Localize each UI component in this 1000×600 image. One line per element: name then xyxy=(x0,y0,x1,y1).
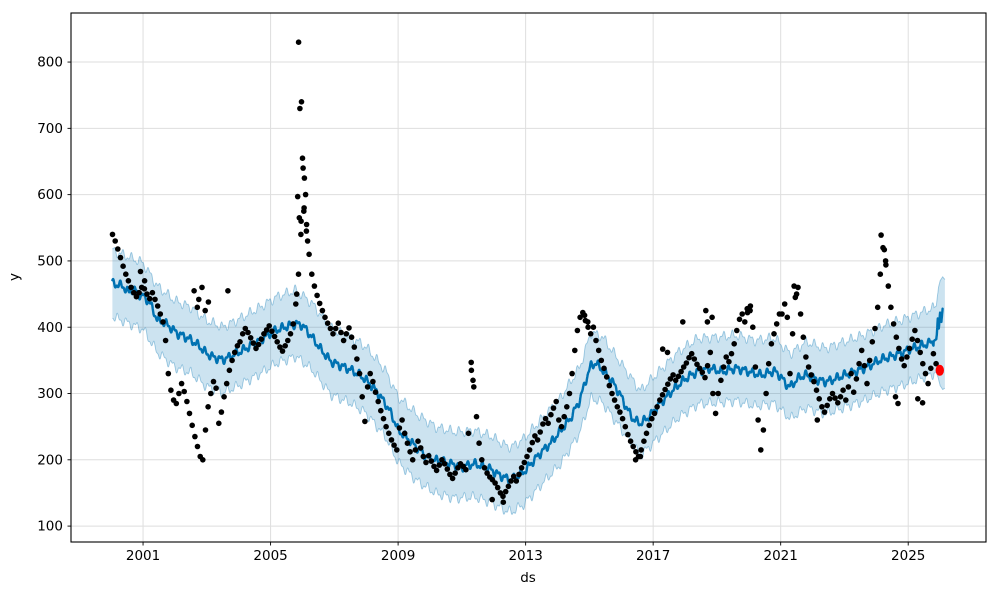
x-tick-labels: 2001 2005 2009 2013 2017 2021 2025 xyxy=(126,548,926,564)
tick-marks xyxy=(67,61,909,546)
observed-points xyxy=(109,39,942,506)
y-tick-label: 800 xyxy=(37,55,63,71)
x-tick-label: 2013 xyxy=(508,548,542,564)
y-tick-label: 700 xyxy=(37,121,63,137)
plot-frame xyxy=(70,12,987,543)
y-tick-label: 600 xyxy=(37,187,63,203)
x-tick-label: 2005 xyxy=(253,548,287,564)
y-tick-label: 200 xyxy=(37,452,63,468)
y-axis-label: y xyxy=(6,273,23,281)
y-tick-labels: 100 200 300 400 500 600 700 800 xyxy=(37,55,63,535)
x-axis-label: ds xyxy=(520,570,536,586)
x-tick-label: 2009 xyxy=(381,548,415,564)
uncertainty-band xyxy=(112,247,946,515)
y-tick-label: 400 xyxy=(37,320,63,336)
x-tick-label: 2017 xyxy=(636,548,670,564)
y-tick-label: 500 xyxy=(37,254,63,270)
y-tick-label: 100 xyxy=(37,519,63,535)
x-tick-label: 2021 xyxy=(764,548,798,564)
x-tick-label: 2025 xyxy=(891,548,925,564)
x-tick-label: 2001 xyxy=(126,548,160,564)
latest-actual-point xyxy=(935,364,944,376)
y-tick-label: 300 xyxy=(37,386,63,402)
